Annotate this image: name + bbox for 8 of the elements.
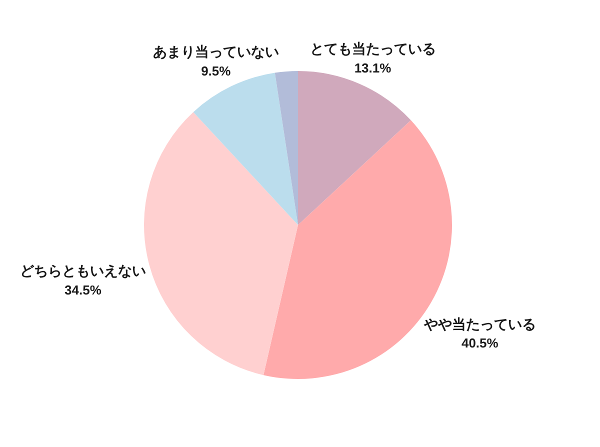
- slice-label: やや当たっている: [422, 316, 536, 332]
- slice-label: あまり当っていない: [152, 44, 279, 60]
- data-label: 9.5%: [201, 63, 232, 78]
- data-label: 34.5%: [64, 282, 102, 298]
- slice-label: どちらともいえない: [20, 262, 146, 279]
- data-label: 40.5%: [461, 336, 499, 351]
- data-label: 13.1%: [354, 60, 392, 76]
- slice-label: とても当たっている: [310, 40, 436, 57]
